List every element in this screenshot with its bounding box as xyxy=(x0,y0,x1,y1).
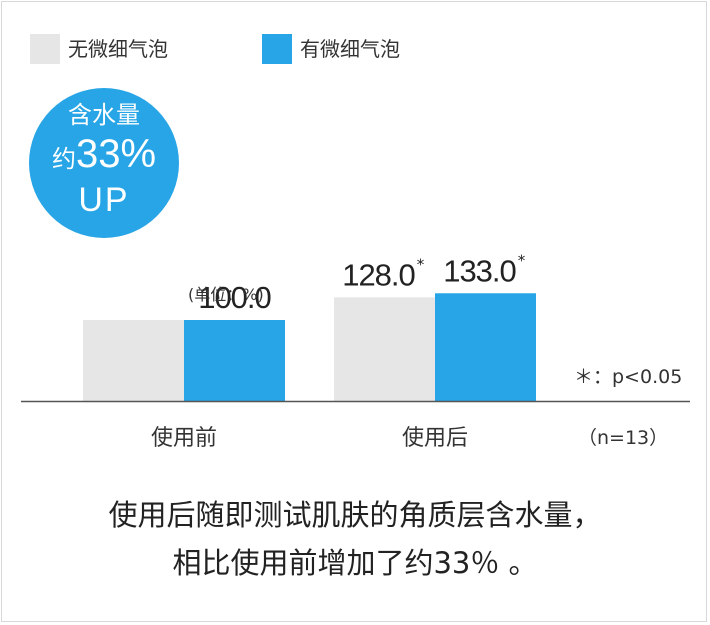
bar-with-bubbles-after xyxy=(435,293,536,401)
x-tick-label: 使用前 xyxy=(151,426,217,451)
data-label: 100.0 xyxy=(198,280,271,315)
badge-value-line: 约33% xyxy=(29,133,179,183)
bar-without-bubbles-before xyxy=(83,320,184,401)
significance-note: ＊：p<0.05 xyxy=(574,366,683,388)
badge-up: UP xyxy=(78,181,130,219)
significance-marker: * xyxy=(518,251,526,269)
caption-line-2: 相比使用前增加了约33％ 。 xyxy=(172,546,538,580)
legend-label: 有微细气泡 xyxy=(300,37,400,61)
unit-note: (单位：%) xyxy=(188,285,264,304)
bar-without-bubbles-after xyxy=(334,297,435,401)
increase-badge: 含水量 约33% UP xyxy=(29,88,179,238)
significance-marker: * xyxy=(417,255,425,273)
badge-title: 含水量 xyxy=(68,101,140,129)
bar-with-bubbles-before xyxy=(184,320,285,401)
data-label: 133.0 xyxy=(443,253,516,288)
caption-line-1: 使用后随即测试肌肤的角质层含水量， xyxy=(108,498,602,532)
badge-prefix: 约 xyxy=(51,145,76,173)
legend-swatch-gray xyxy=(30,34,60,64)
legend-label: 无微细气泡 xyxy=(68,37,168,61)
legend-swatch-blue xyxy=(262,34,292,64)
x-tick-label: 使用后 xyxy=(402,426,468,451)
data-label: 128.0 xyxy=(342,257,415,292)
badge-value: 33% xyxy=(75,132,157,176)
sample-size-note: （n=13） xyxy=(578,427,669,449)
